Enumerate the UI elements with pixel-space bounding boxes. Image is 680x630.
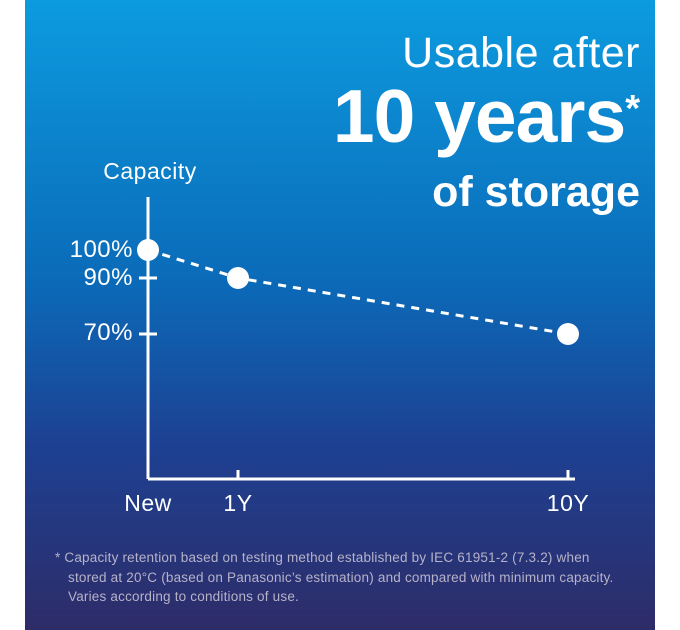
y-axis-title: Capacity xyxy=(103,158,197,184)
headline-line2: 10 years* xyxy=(333,79,640,166)
x-tick-label-new: New xyxy=(124,490,172,516)
footnote: * Capacity retention based on testing me… xyxy=(55,550,614,604)
headline-years-text: 10 years xyxy=(332,74,626,158)
headline-line3: of storage xyxy=(432,168,640,216)
capacity-series-line xyxy=(147,248,569,336)
gradient-background: Usable after 10 years* of storage Capaci… xyxy=(25,0,655,630)
headline-line1: Usable after xyxy=(402,29,640,77)
y-tick-label-70: 70% xyxy=(83,319,133,346)
headline-asterisk: * xyxy=(625,88,640,131)
x-tick-label-1y: 1Y xyxy=(223,490,253,516)
headline: Usable after 10 years* of storage xyxy=(333,30,640,216)
data-point-new xyxy=(137,239,159,261)
data-point-10y xyxy=(557,323,579,345)
y-tick-label-100: 100% xyxy=(69,236,133,263)
y-tick-label-90: 90% xyxy=(83,264,133,291)
x-tick-label-10y: 10Y xyxy=(546,490,590,516)
data-point-1y xyxy=(227,267,249,289)
